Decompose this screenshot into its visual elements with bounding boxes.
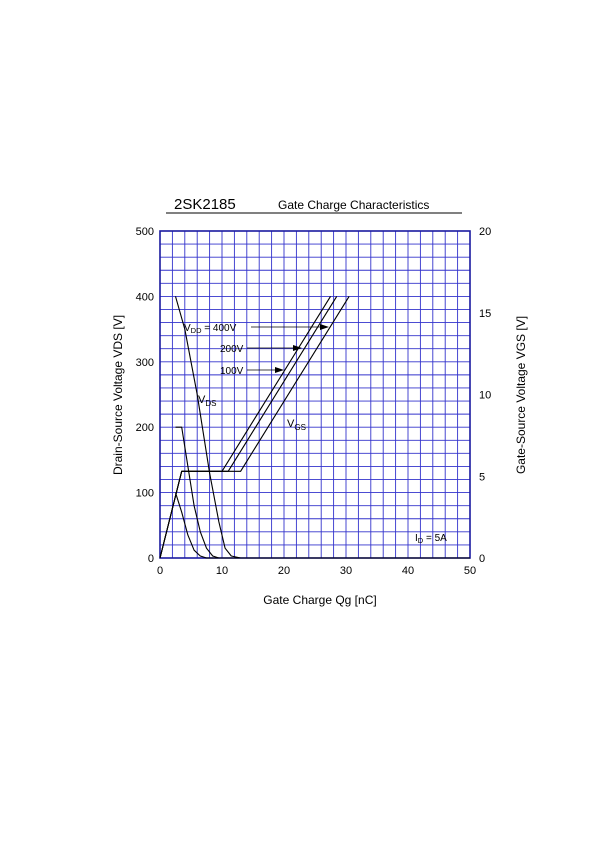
y-right-tick-label: 20 — [479, 226, 491, 238]
x-tick-label: 50 — [464, 565, 476, 577]
y-left-tick-label: 400 — [136, 291, 154, 303]
vds-400v-curve — [174, 296, 470, 559]
id-label: ID = 5A — [415, 533, 447, 545]
vgs-label: VGS — [287, 418, 306, 432]
annotations: VDD = 400V 200V 100V VDS VGS ID = 5A — [184, 323, 447, 545]
part-number: 2SK2185 — [174, 196, 236, 213]
y-left-tick-label: 500 — [136, 226, 154, 238]
x-tick-label: 0 — [157, 565, 163, 577]
y-right-tick-label: 0 — [479, 553, 485, 565]
y-axis-right-label: Gate-Source Voltage VGS [V] — [514, 316, 528, 474]
y-left-tick-label: 0 — [148, 553, 154, 565]
vds-200v-curve — [175, 426, 470, 559]
chart-title: Gate Charge Characteristics — [278, 198, 429, 212]
y-left-tick-label: 200 — [136, 422, 154, 434]
x-tick-label: 20 — [278, 565, 290, 577]
x-tick-label: 40 — [402, 565, 414, 577]
series-group — [159, 296, 470, 559]
vdd-400-label: VDD = 400V — [184, 323, 237, 335]
arrow-100-head — [275, 367, 284, 373]
x-tick-label: 30 — [340, 565, 352, 577]
vdd-100-label: 100V — [220, 366, 244, 377]
y-right-tick-label: 5 — [479, 471, 485, 483]
arrow-400-head — [320, 324, 329, 330]
y-right-tick-label: 15 — [479, 308, 491, 320]
y-right-tick-label: 10 — [479, 390, 491, 402]
y-axis-left-label: Drain-Source Voltage VDS [V] — [111, 315, 125, 475]
vgs-100v-curve — [159, 296, 331, 559]
vdd-200-label: 200V — [220, 344, 244, 355]
arrow-200-head — [293, 345, 302, 351]
x-axis-label: Gate Charge Qg [nC] — [263, 593, 376, 607]
vds-label: VDS — [198, 394, 216, 408]
plot-frame — [159, 230, 471, 559]
x-tick-label: 10 — [216, 565, 228, 577]
grid — [160, 231, 470, 558]
y-left-tick-label: 100 — [136, 488, 154, 500]
y-left-tick-label: 300 — [136, 357, 154, 369]
vds-100v-curve — [174, 492, 470, 559]
